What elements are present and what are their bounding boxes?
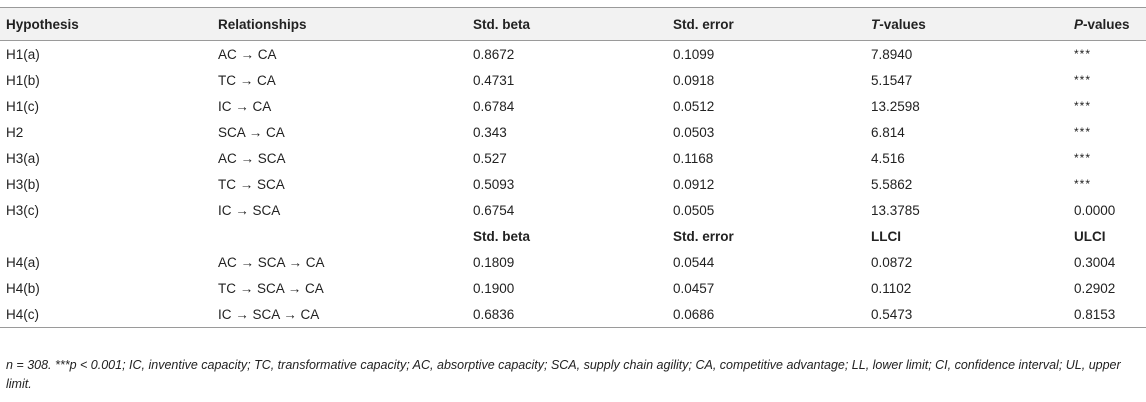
cell-p-value: *** xyxy=(1074,125,1092,139)
cell-hypothesis: H4(a) xyxy=(6,254,40,270)
cell-hypothesis: H1(a) xyxy=(6,46,40,62)
cell-p-value: *** xyxy=(1074,151,1092,165)
cell-std-error: 0.0686 xyxy=(667,301,865,328)
cell-std-beta: 0.1809 xyxy=(473,254,515,270)
cell-t-value: 7.8940 xyxy=(871,46,913,62)
header-p-suffix: -values xyxy=(1083,16,1130,32)
cell-t-value: 13.2598 xyxy=(871,98,920,114)
cell-relationship: AC → SCA xyxy=(218,150,286,166)
table-row: H2 SCA → CA 0.343 0.0503 6.814 *** xyxy=(0,119,1146,145)
cell-t-value: 5.1547 xyxy=(871,72,913,88)
table-row: H4(c) IC → SCA → CA 0.6836 0.0686 0.5473… xyxy=(0,301,1146,328)
cell-hypothesis: H1(b) xyxy=(6,72,40,88)
header-std-beta: Std. beta xyxy=(467,7,667,41)
cell-t-value: 4.516 xyxy=(871,150,905,166)
cell-t-value: 13.3785 xyxy=(871,202,920,218)
table-row: H1(a) AC → CA 0.8672 0.1099 7.8940 *** xyxy=(0,41,1146,68)
cell-ulci: 0.3004 xyxy=(1074,254,1116,270)
cell-p-value: 0.0000 xyxy=(1074,202,1116,218)
cell-llci: 0.0872 xyxy=(871,254,913,270)
cell-std-error: 0.0918 xyxy=(673,72,715,88)
cell-std-beta: 0.5093 xyxy=(473,176,515,192)
cell-std-beta: 0.6754 xyxy=(473,202,515,218)
cell-relationship: TC → SCA xyxy=(218,176,285,192)
cell-hypothesis: H3(b) xyxy=(6,176,40,192)
cell-p-value: *** xyxy=(1074,73,1092,87)
table-row: H1(c) IC → CA 0.6784 0.0512 13.2598 *** xyxy=(0,93,1146,119)
cell-ulci: 0.2902 xyxy=(1074,280,1116,296)
cell-p-value: *** xyxy=(1074,47,1092,61)
subheader-empty-1 xyxy=(0,223,212,249)
header-hypothesis: Hypothesis xyxy=(0,7,212,41)
cell-t-value: 5.5862 xyxy=(871,176,913,192)
cell-llci: 0.1102 xyxy=(871,280,912,296)
cell-std-beta: 0.4731 xyxy=(473,72,515,88)
cell-relationship: AC → CA xyxy=(218,46,277,62)
cell-std-beta: 0.8672 xyxy=(473,46,515,62)
cell-hypothesis: H3(a) xyxy=(6,150,40,166)
cell-hypothesis: H1(c) xyxy=(6,98,39,114)
cell-relationship: IC → SCA → CA xyxy=(212,301,467,328)
hypothesis-results-table: Hypothesis Relationships Std. beta Std. … xyxy=(0,7,1146,328)
cell-relationship: SCA → CA xyxy=(218,124,285,140)
table-row: H3(c) IC → SCA 0.6754 0.0505 13.3785 0.0… xyxy=(0,197,1146,223)
header-t-suffix: -values xyxy=(879,16,926,32)
cell-std-error: 0.0505 xyxy=(673,202,715,218)
table-row: H3(b) TC → SCA 0.5093 0.0912 5.5862 *** xyxy=(0,171,1146,197)
mediation-subheader-row: Std. beta Std. error LLCI ULCI xyxy=(0,223,1146,249)
table-header-row: Hypothesis Relationships Std. beta Std. … xyxy=(0,7,1146,41)
table-row: H3(a) AC → SCA 0.527 0.1168 4.516 *** xyxy=(0,145,1146,171)
header-t-letter: T xyxy=(871,16,880,32)
cell-p-value: *** xyxy=(1074,99,1092,113)
cell-hypothesis: H2 xyxy=(6,124,24,140)
subheader-empty-2 xyxy=(212,223,467,249)
header-p-letter: P xyxy=(1074,16,1084,32)
subheader-std-beta: Std. beta xyxy=(473,228,531,244)
subheader-std-error: Std. error xyxy=(673,228,734,244)
table-row: H1(b) TC → CA 0.4731 0.0918 5.1547 *** xyxy=(0,67,1146,93)
cell-std-error: 0.0544 xyxy=(673,254,715,270)
cell-std-error: 0.0912 xyxy=(673,176,715,192)
cell-std-error: 0.0457 xyxy=(673,280,715,296)
header-relationships: Relationships xyxy=(212,7,467,41)
cell-std-beta: 0.1900 xyxy=(473,280,515,296)
cell-relationship: IC → SCA xyxy=(218,202,281,218)
cell-std-error: 0.0512 xyxy=(673,98,715,114)
cell-hypothesis: H3(c) xyxy=(6,202,39,218)
table-row: H4(b) TC → SCA → CA 0.1900 0.0457 0.1102… xyxy=(0,275,1146,301)
cell-std-beta: 0.6836 xyxy=(467,301,667,328)
table-footnote: n = 308. ***p < 0.001; IC, inventive cap… xyxy=(6,358,1121,391)
cell-p-value: *** xyxy=(1074,177,1092,191)
header-std-error: Std. error xyxy=(667,7,865,41)
cell-hypothesis: H4(b) xyxy=(6,280,40,296)
subheader-ulci: ULCI xyxy=(1074,228,1106,244)
header-p-values: P-values xyxy=(1068,7,1146,41)
cell-std-beta: 0.343 xyxy=(473,124,507,140)
cell-relationship: IC → CA xyxy=(218,98,272,114)
cell-relationship: AC → SCA → CA xyxy=(218,254,325,270)
cell-std-error: 0.1099 xyxy=(673,46,715,62)
cell-hypothesis: H4(c) xyxy=(0,301,212,328)
cell-std-beta: 0.527 xyxy=(473,150,507,166)
cell-t-value: 6.814 xyxy=(871,124,905,140)
cell-std-error: 0.0503 xyxy=(673,124,715,140)
cell-relationship: TC → CA xyxy=(218,72,276,88)
cell-llci: 0.5473 xyxy=(865,301,1068,328)
cell-std-beta: 0.6784 xyxy=(473,98,515,114)
cell-std-error: 0.1168 xyxy=(673,150,714,166)
cell-ulci: 0.8153 xyxy=(1068,301,1146,328)
subheader-llci: LLCI xyxy=(871,228,901,244)
header-t-values: T-values xyxy=(865,7,1068,41)
cell-relationship: TC → SCA → CA xyxy=(218,280,324,296)
table-row: H4(a) AC → SCA → CA 0.1809 0.0544 0.0872… xyxy=(0,249,1146,275)
